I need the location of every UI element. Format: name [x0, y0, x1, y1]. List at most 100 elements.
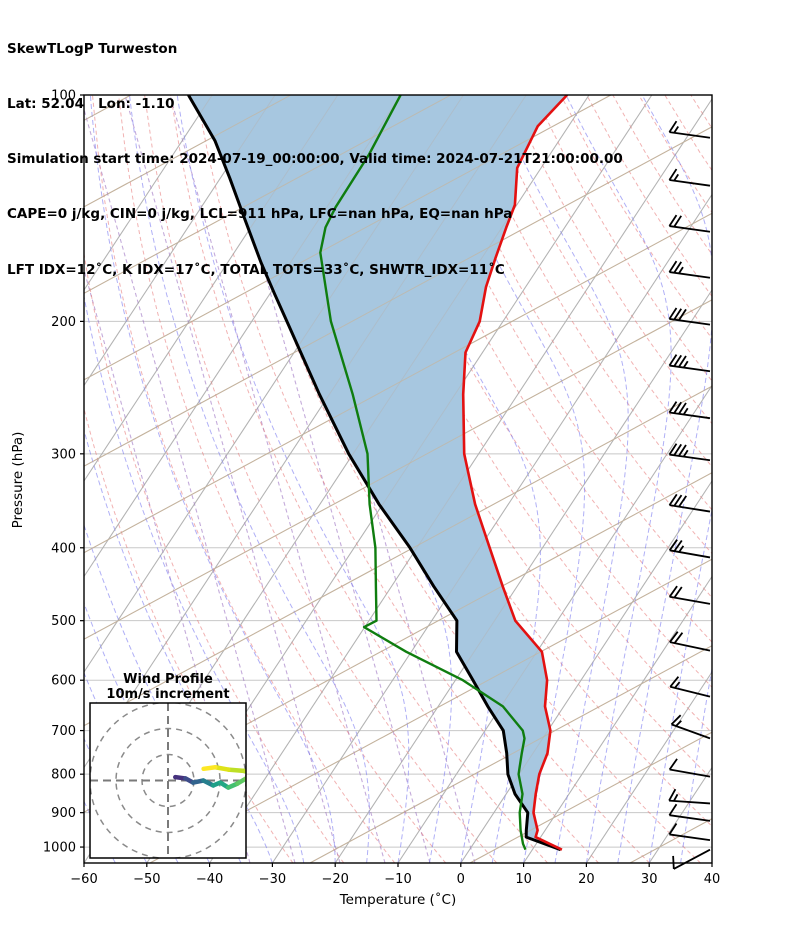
- isotherm-overlay-line: [585, 671, 712, 863]
- plot-area: [84, 95, 794, 863]
- dry-adiabat-line: [196, 95, 599, 863]
- isotherm-line: [648, 766, 712, 863]
- dry-adiabat-line: [274, 95, 712, 827]
- x-axis-label: Temperature (˚C): [339, 892, 457, 908]
- wind-barb: [668, 354, 711, 373]
- wind-barb: [668, 803, 711, 822]
- title-line-4: CAPE=0 j/kg, CIN=0 j/kg, LCL=911 hPa, LF…: [7, 206, 513, 223]
- hodograph-trace-segment: [243, 776, 246, 781]
- wind-barb: [668, 539, 711, 559]
- isotherm-overlay-line: [209, 98, 712, 863]
- dry-adiabat-line: [84, 406, 294, 863]
- dry-adiabat-line: [378, 95, 712, 643]
- moist-adiabat-line: [176, 95, 410, 863]
- y-axis-label: Pressure (hPa): [10, 431, 26, 529]
- wind-barb: [672, 848, 711, 870]
- isotherm-overlay-line: [334, 289, 712, 863]
- dry-adiabat-line: [690, 95, 712, 130]
- isotherm-overlay-line: [711, 862, 712, 863]
- moist-adiabat-line: [492, 95, 629, 863]
- dewpoint-curve: [319, 95, 527, 851]
- isotherm-overlay-line: [460, 480, 712, 863]
- y-tick-label: 1000: [43, 841, 76, 856]
- dry-adiabat-line: [92, 95, 396, 863]
- dry-adiabat-line: [326, 95, 712, 734]
- isotherm-overlay-line: [648, 766, 712, 863]
- wind-barb: [668, 168, 711, 187]
- y-tick-label: 800: [51, 768, 76, 783]
- background-diagonal-overlay: [84, 95, 612, 381]
- moist-adiabat-line: [84, 294, 305, 863]
- isotherm-line: [84, 95, 276, 387]
- moist-adiabat-line: [648, 507, 712, 863]
- background-diagonal-overlay: [149, 558, 712, 863]
- dry-adiabat-line: [717, 95, 794, 863]
- y-tick-label: 100: [51, 89, 76, 104]
- dry-adiabat-line: [743, 95, 794, 863]
- y-tick-label: 200: [51, 315, 76, 330]
- background-diagonal-overlay: [84, 212, 712, 554]
- title-line-5: LFT IDX=12˚C, K IDX=17˚C, TOTAL TOTS=33˚…: [7, 261, 505, 278]
- dry-adiabat-line: [144, 95, 498, 863]
- y-tick-label: 600: [51, 674, 76, 689]
- isotherm-overlay-line: [84, 95, 402, 578]
- x-tick-label: −50: [133, 872, 160, 887]
- isotherm-overlay-line: [84, 95, 464, 673]
- dry-adiabat-line: [456, 95, 712, 511]
- isotherm-line: [711, 862, 712, 863]
- dry-adiabat-line: [118, 95, 447, 863]
- wind-barb: [668, 493, 711, 513]
- wind-barb: [669, 676, 711, 698]
- x-tick-label: −20: [321, 872, 348, 887]
- title-block: SkewTLogP Turweston Lat: 52.04 Lon: -1.1…: [7, 3, 623, 316]
- moist-adiabat-line: [129, 95, 370, 863]
- isotherm-overlay-line: [397, 384, 712, 863]
- wind-barb: [668, 823, 711, 842]
- title-line-2: Lat: 52.04 Lon: -1.10: [7, 96, 175, 113]
- wind-barb: [668, 214, 711, 233]
- background-diagonal-overlay: [309, 645, 712, 863]
- y-tick-label: 500: [51, 614, 76, 629]
- isotherm-overlay-line: [523, 575, 712, 863]
- isotherm-line: [84, 95, 213, 291]
- hodograph-border: [89, 702, 247, 859]
- x-tick-label: 20: [578, 872, 595, 887]
- hodograph-title: Wind Profile: [123, 672, 213, 687]
- moist-adiabat-line: [711, 859, 712, 863]
- hodograph-trace-segment: [201, 764, 218, 772]
- isotherm-overlay-line: [84, 95, 276, 387]
- hodograph-subtitle: 10m/s increment: [106, 687, 229, 702]
- y-tick-label: 400: [51, 541, 76, 556]
- wind-barb: [668, 788, 711, 805]
- isotherm-line: [397, 384, 712, 863]
- x-tick-label: 10: [515, 872, 532, 887]
- dry-adiabat-line: [430, 95, 712, 555]
- wind-barb: [668, 401, 711, 420]
- wind-barb: [668, 307, 711, 326]
- hodograph-trace-segment: [226, 767, 246, 774]
- cin-shaded-area: [188, 95, 568, 850]
- dry-adiabat-line: [664, 95, 712, 172]
- dry-adiabat-line: [769, 95, 794, 863]
- x-tick-label: −30: [259, 872, 286, 887]
- y-tick-label: 900: [51, 806, 76, 821]
- background-diagonal-overlay: [84, 299, 712, 640]
- dry-adiabat-line: [84, 251, 345, 863]
- wind-barb: [669, 631, 711, 652]
- wind-barb: [670, 714, 711, 740]
- background-diagonal-overlay: [469, 731, 712, 863]
- isotherm-overlay-line: [84, 95, 339, 482]
- wind-barb: [668, 758, 711, 778]
- parcel-profile-curve: [187, 95, 562, 852]
- y-tick-label: 700: [51, 724, 76, 739]
- background-diagonal-overlay: [84, 126, 712, 467]
- x-tick-label: 0: [457, 872, 465, 887]
- x-tick-label: 30: [641, 872, 658, 887]
- isotherm-line: [523, 575, 712, 863]
- temperature-curve: [461, 95, 569, 851]
- wind-barb: [668, 443, 711, 462]
- wind-barb: [668, 260, 711, 279]
